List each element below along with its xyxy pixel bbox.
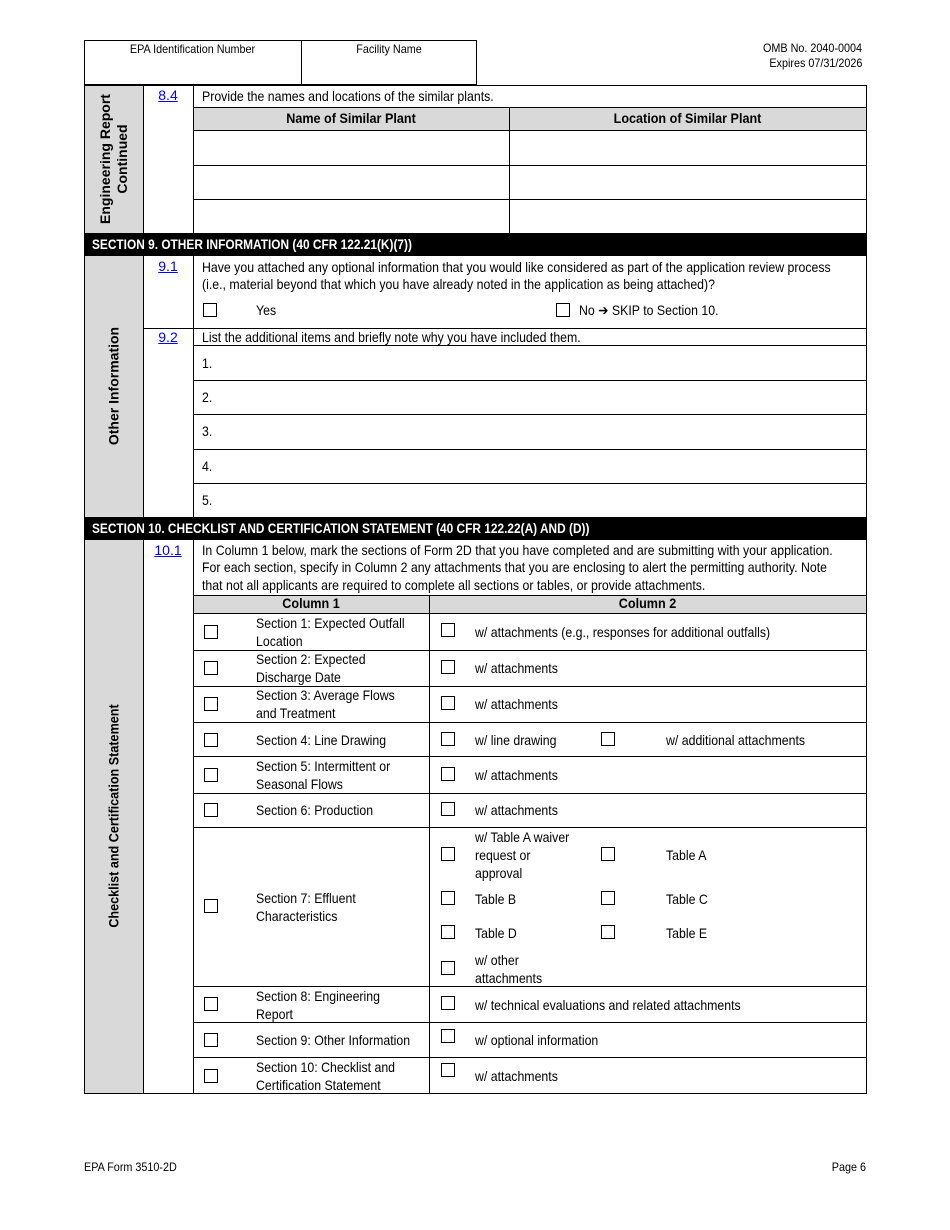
question-9-2-text: List the additional items and briefly no… <box>202 329 581 345</box>
section-3-attach-checkbox[interactable] <box>441 696 455 710</box>
question-8-4-link[interactable]: 8.4 <box>158 87 178 103</box>
additional-item-2[interactable]: 2. <box>202 389 213 405</box>
section-5-attach-checkbox[interactable] <box>441 767 455 781</box>
section-3-checkbox[interactable] <box>204 697 218 711</box>
section-5-checkbox[interactable] <box>204 768 218 782</box>
table-a-label: Table A <box>666 847 707 863</box>
question-9-2-link[interactable]: 9.2 <box>158 329 178 345</box>
question-9-1-text: Have you attached any optional informati… <box>202 259 831 275</box>
line-drawing-checkbox[interactable] <box>441 732 455 746</box>
checklist-side-label: Checklist and Certification Statement <box>105 704 122 928</box>
additional-attach-checkbox[interactable] <box>601 732 615 746</box>
yes-checkbox[interactable] <box>203 303 217 317</box>
section-10-checkbox[interactable] <box>204 1069 218 1083</box>
table-c-checkbox[interactable] <box>601 891 615 905</box>
section-2-checkbox[interactable] <box>204 661 218 675</box>
section-9-header: SECTION 9. OTHER INFORMATION (40 CFR 122… <box>84 233 867 256</box>
section-2-attach-checkbox[interactable] <box>441 660 455 674</box>
other-attach-label: w/ other attachments <box>475 952 543 986</box>
table-e-checkbox[interactable] <box>601 925 615 939</box>
section-6-checkbox[interactable] <box>204 803 218 817</box>
section-10-attach-label: w/ attachments <box>475 1068 558 1084</box>
section-2-label: Section 2: Expected Discharge Date <box>256 651 366 685</box>
question-9-1-text-2: (i.e., material beyond that which you ha… <box>202 276 715 292</box>
additional-item-5[interactable]: 5. <box>202 492 213 508</box>
table-d-label: Table D <box>475 925 517 941</box>
question-9-1-link[interactable]: 9.1 <box>158 258 178 274</box>
other-info-side-label: Other Information <box>105 326 122 446</box>
epa-id-field[interactable]: EPA Identification Number <box>129 42 256 56</box>
section-6-attach-label: w/ attachments <box>475 802 558 818</box>
section-9-attach-checkbox[interactable] <box>441 1029 455 1043</box>
arrow-right-icon: ➔ <box>598 302 609 318</box>
section-1-checkbox[interactable] <box>204 625 218 639</box>
intro-text: In Column 1 below, mark the sections of … <box>202 542 833 558</box>
table-d-checkbox[interactable] <box>441 925 455 939</box>
line-drawing-label: w/ line drawing <box>475 732 557 748</box>
column-2-header: Column 2 <box>618 595 677 611</box>
intro-text-2: For each section, specify in Column 2 an… <box>202 559 828 575</box>
section-7-label: Section 7: Effluent Characteristics <box>256 890 356 924</box>
section-8-checkbox[interactable] <box>204 997 218 1011</box>
table-a-checkbox[interactable] <box>601 847 615 861</box>
section-4-label: Section 4: Line Drawing <box>256 732 387 748</box>
table-a-waiver-label: w/ Table A waiver request or approval <box>475 829 570 881</box>
additional-item-1[interactable]: 1. <box>202 355 213 371</box>
col-location-similar-plant: Location of Similar Plant <box>613 110 762 126</box>
expiration-date: Expires 07/31/2026 <box>768 56 862 70</box>
section-3-label: Section 3: Average Flows and Treatment <box>256 687 395 721</box>
section-10-attach-checkbox[interactable] <box>441 1063 455 1077</box>
plant-location-input[interactable] <box>510 131 866 164</box>
form-body <box>84 85 867 1094</box>
column-1-header: Column 1 <box>282 595 340 611</box>
section-5-attach-label: w/ attachments <box>475 767 558 783</box>
section-10-header: SECTION 10. CHECKLIST AND CERTIFICATION … <box>84 517 867 540</box>
section-10-label: Section 10: Checklist and Certification S… <box>256 1059 396 1093</box>
table-c-label: Table C <box>666 891 708 907</box>
additional-item-3[interactable]: 3. <box>202 423 213 439</box>
other-attach-checkbox[interactable] <box>441 961 455 975</box>
table-b-label: Table B <box>475 891 517 907</box>
additional-attach-label: w/ additional attachments <box>666 732 806 748</box>
intro-text-3: that not all applicants are required to … <box>202 577 706 593</box>
question-10-1-link[interactable]: 10.1 <box>154 542 182 558</box>
question-8-4-text: Provide the names and locations of the s… <box>202 88 494 104</box>
section-1-attach-checkbox[interactable] <box>441 623 455 637</box>
engineering-side-label: Engineering Report Continued <box>97 94 130 224</box>
table-a-waiver-checkbox[interactable] <box>441 847 455 861</box>
section-6-label: Section 6: Production <box>256 802 374 818</box>
facility-name-field[interactable]: Facility Name <box>356 42 422 56</box>
section-2-attach-label: w/ attachments <box>475 660 558 676</box>
header-id-box <box>84 40 477 85</box>
section-9-checkbox[interactable] <box>204 1033 218 1047</box>
yes-label: Yes <box>256 302 277 318</box>
section-9-attach-label: w/ optional information <box>475 1032 599 1048</box>
section-8-attach-label: w/ technical evaluations and related att… <box>475 997 741 1013</box>
section-4-checkbox[interactable] <box>204 733 218 747</box>
section-7-checkbox[interactable] <box>204 899 218 913</box>
table-e-label: Table E <box>666 925 708 941</box>
section-1-attach-label: w/ attachments (e.g., responses for addi… <box>475 624 771 640</box>
page-number: Page 6 <box>831 1160 866 1174</box>
section-6-attach-checkbox[interactable] <box>441 802 455 816</box>
section-5-label: Section 5: Intermittent or Seasonal Flows <box>256 758 391 792</box>
form-number: EPA Form 3510-2D <box>84 1160 177 1174</box>
section-1-label: Section 1: Expected Outfall Location <box>256 615 405 649</box>
omb-number: OMB No. 2040-0004 <box>762 41 862 55</box>
section-8-attach-checkbox[interactable] <box>441 996 455 1010</box>
table-b-checkbox[interactable] <box>441 891 455 905</box>
section-3-attach-label: w/ attachments <box>475 696 558 712</box>
section-8-label: Section 8: Engineering Report <box>256 988 380 1022</box>
col-name-similar-plant: Name of Similar Plant <box>286 110 416 126</box>
no-label: No ➔ SKIP to Section 10. <box>579 302 719 318</box>
plant-name-input[interactable] <box>194 131 508 164</box>
section-9-label: Section 9: Other Information <box>256 1032 411 1048</box>
additional-item-4[interactable]: 4. <box>202 458 213 474</box>
no-checkbox[interactable] <box>556 303 570 317</box>
